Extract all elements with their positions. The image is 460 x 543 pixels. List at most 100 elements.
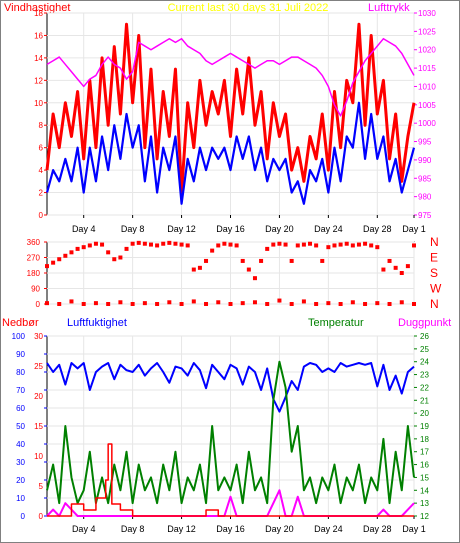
wind-x-axis: Day 4 Day 8 Day 12 Day 16 Day 20 Day 24 Day 28… (72, 215, 426, 234)
rain-tick-label: 5 (39, 482, 44, 491)
calm-point (130, 302, 135, 306)
direction-point (216, 243, 221, 248)
direction-point (112, 257, 117, 262)
y-tick-label: 10 (16, 494, 25, 503)
y-tick-label: 16 (420, 461, 429, 470)
direction-point (246, 267, 251, 272)
direction-point (87, 243, 92, 248)
y-tick-label: 180 (27, 269, 41, 278)
direction-point (338, 242, 343, 247)
panel-wind-pressure: Vindhastighet Current last 30 days 31 Ju… (4, 2, 436, 234)
x-tick-label: Day 1 (402, 524, 426, 534)
y-tick-label: 50 (16, 422, 25, 431)
y-tick-label: 360 (27, 238, 41, 247)
direction-point (283, 242, 288, 247)
x-tick-label: Day 20 (265, 524, 294, 534)
direction-point (412, 243, 416, 248)
calm-point (106, 302, 111, 306)
direction-point (93, 241, 98, 246)
direction-point (191, 267, 196, 272)
x-tick-label: Day 16 (216, 224, 245, 234)
y-tick-label: 80 (16, 368, 25, 377)
rain-tick-label: 0 (39, 512, 44, 521)
calm-point (412, 302, 416, 306)
calm-point (387, 302, 392, 306)
x-tick-label: Day 20 (265, 224, 294, 234)
y-tick-label: 15 (420, 473, 429, 482)
climate-series (46, 360, 415, 517)
direction-point (277, 241, 282, 246)
direction-point (308, 241, 313, 246)
x-tick-label: Day 4 (72, 224, 96, 234)
direction-point (369, 243, 374, 248)
y-tick-label: 24 (420, 358, 429, 367)
direction-point (289, 258, 294, 263)
y-tick-label: 60 (16, 404, 25, 413)
calm-point (265, 302, 270, 306)
calm-point (142, 301, 147, 306)
y-tick-label: 975 (418, 211, 432, 220)
calm-point (191, 299, 196, 304)
y-tick-label: 985 (418, 174, 432, 183)
mean-wind-line (45, 101, 416, 205)
calm-point (216, 300, 221, 305)
calm-point (93, 301, 98, 306)
x-tick-label: Day 1 (402, 224, 426, 234)
pressure-axis-label: Lufttrykk (368, 2, 410, 14)
y-tick-label: 13 (420, 499, 429, 508)
temperature-y-axis: 12 13 14 15 16 17 18 19 20 21 22 23 24 25 26 (414, 332, 429, 521)
direction-point (45, 264, 49, 269)
y-tick-label: 2 (39, 189, 44, 198)
direction-point (204, 258, 209, 263)
gust-line (45, 22, 416, 195)
calm-point (350, 300, 355, 305)
y-tick-label: 16 (34, 31, 43, 40)
direction-point (375, 245, 380, 250)
direction-point (63, 253, 68, 258)
direction-point (185, 243, 190, 248)
y-tick-label: 6 (39, 144, 44, 153)
y-tick-label: 980 (418, 193, 432, 202)
y-tick-label: 1030 (418, 9, 436, 18)
x-tick-label: Day 8 (121, 224, 145, 234)
direction-point (252, 276, 257, 281)
y-tick-label: 22 (420, 383, 429, 392)
y-tick-label: 0 (36, 300, 41, 309)
y-tick-label: 4 (39, 166, 44, 175)
y-tick-label: 30 (16, 458, 25, 467)
direction-point (57, 257, 62, 262)
humidity-line (46, 362, 415, 413)
pressure-line (46, 37, 415, 117)
direction-point (405, 264, 410, 269)
y-tick-label: 90 (31, 285, 40, 294)
y-tick-label: 1015 (418, 64, 436, 73)
direction-point (363, 241, 368, 246)
y-tick-label: 1020 (418, 46, 436, 55)
y-tick-label: 990 (418, 156, 432, 165)
calm-point (314, 302, 319, 306)
calm-point (301, 299, 306, 304)
y-tick-label: 19 (420, 422, 429, 431)
rain-tick-label: 20 (34, 392, 43, 401)
calm-point (289, 302, 294, 306)
compass-label: N (430, 235, 439, 249)
y-tick-label: 18 (34, 9, 43, 18)
rain-tick-label: 30 (34, 332, 43, 341)
direction-point (155, 243, 160, 248)
direction-point (393, 265, 398, 270)
direction-point (222, 241, 227, 246)
direction-point (240, 258, 245, 263)
y-tick-label: 18 (420, 435, 429, 444)
rain-line (47, 443, 414, 517)
y-tick-label: 70 (16, 386, 25, 395)
y-tick-label: 1000 (418, 119, 436, 128)
compass-label: W (430, 282, 442, 296)
chart-title: Current last 30 days 31 Juli 2022 (168, 2, 329, 14)
calm-point (338, 302, 343, 306)
direction-point (265, 246, 270, 251)
x-tick-label: Day 28 (363, 524, 392, 534)
y-tick-label: 25 (420, 345, 429, 354)
dewpoint-axis-label: Duggpunkt (398, 317, 451, 329)
direction-point (179, 242, 184, 247)
direction-point (210, 248, 215, 253)
